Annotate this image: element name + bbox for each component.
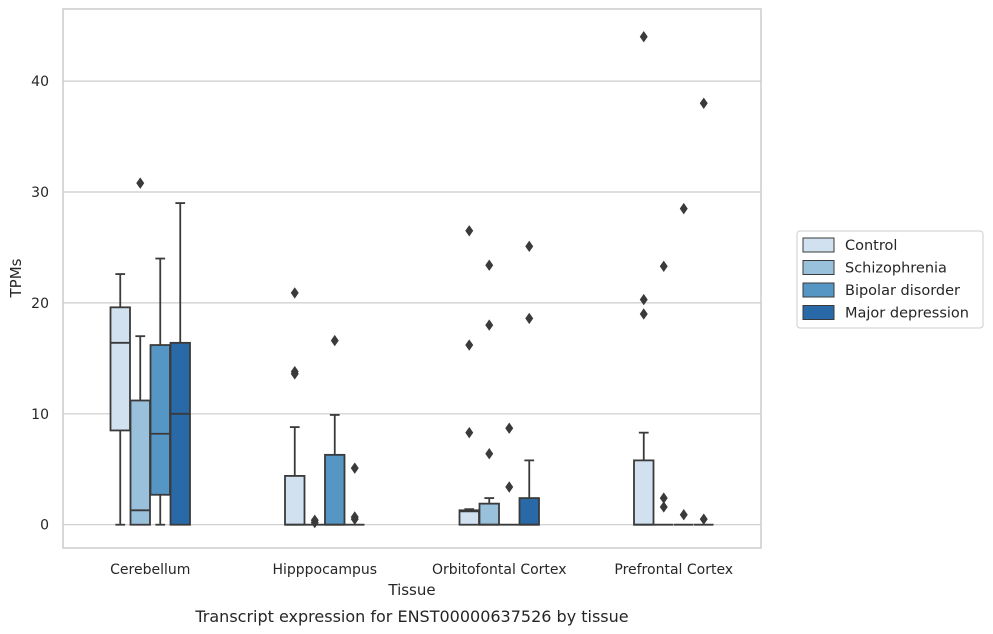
box-major-depression [169,202,191,526]
x-tick-label: Prefrontal Cortex [614,562,733,578]
box-body [169,341,191,526]
legend-swatch [802,237,835,253]
box-body [324,453,346,526]
y-tick-label: 0 [40,518,49,534]
box-control [633,31,655,526]
outlier-point [525,312,534,325]
legend-frame [796,230,984,329]
outlier-point [290,287,299,299]
legend-label: Control [845,238,897,254]
chart-caption: Transcript expression for ENST0000063752… [194,607,628,626]
box-bipolar-disorder [499,422,519,526]
box-control [458,225,480,526]
y-tick-label: 20 [31,296,49,312]
outlier-point [659,260,668,272]
outlier-point [659,492,668,504]
outlier-point [659,501,668,513]
box-major-depression [518,240,540,526]
outlier-point [350,462,359,474]
outlier-point [679,202,688,215]
legend-label: Schizophrenia [845,261,947,277]
legend-swatch [802,282,835,298]
box-series [109,31,714,529]
box-body [129,399,151,526]
y-tick-label: 40 [31,74,49,90]
box-bipolar-disorder [674,202,694,526]
outlier-point [699,97,708,109]
legend-swatch [802,260,835,275]
x-tick-label: Hipppocampus [272,562,377,578]
legend-label: Bipolar disorder [845,283,960,299]
box-body [149,344,171,496]
x-tick-label: Cerebellum [110,562,190,578]
plot-frame [62,8,762,549]
outlier-point [639,308,648,320]
x-axis-title: Tissue [387,581,435,599]
box-major-depression [345,462,365,526]
outlier-point [699,513,708,525]
box-body [458,509,480,526]
box-bipolar-disorder [149,257,171,526]
outlier-point [290,365,299,378]
outlier-point [465,426,474,439]
outlier-point [525,240,534,253]
box-major-depression [694,97,714,526]
box-schizophrenia [305,514,325,529]
outlier-point [330,334,339,347]
outlier-point [639,293,648,306]
box-control [109,273,131,526]
outlier-point [136,177,145,189]
y-tick-label: 30 [31,185,49,201]
outlier-point [485,319,494,331]
box-body [518,497,540,526]
box-schizophrenia [478,259,500,526]
box-bipolar-disorder [324,334,346,526]
outlier-point [465,225,474,237]
outlier-point [679,509,688,521]
box-body [284,475,306,526]
y-tick-label: 10 [31,407,49,423]
outlier-point [485,259,494,271]
y-axis-ticks: 0 10 20 30 40 [31,74,49,534]
box-body [109,306,131,432]
legend-label: Major depression [845,306,969,322]
outlier-point [505,422,514,434]
outlier-point [485,448,494,460]
x-axis-ticks: Cerebellum Hipppocampus Orbitofontal Corte… [110,562,733,578]
outlier-point [505,481,514,493]
box-body [633,459,655,526]
outlier-point [639,31,648,43]
x-tick-label: Orbitofontal Cortex [432,562,567,578]
outlier-point [465,339,474,351]
outlier-point [310,514,319,526]
outlier-point [350,511,359,523]
box-control [284,287,306,526]
y-axis-title: TPMs [7,258,25,298]
legend-swatch [802,305,835,320]
box-schizophrenia [654,260,674,526]
legend: Control Schizophrenia Bipolar disorder Majo… [796,230,984,329]
box-body [478,502,500,526]
